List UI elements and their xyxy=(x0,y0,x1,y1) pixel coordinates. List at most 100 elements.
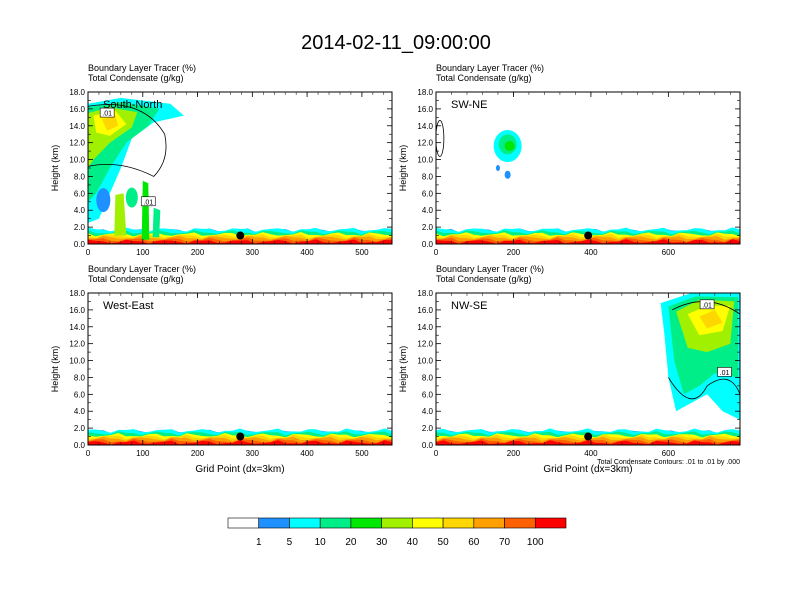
x-tick-label: 200 xyxy=(191,449,205,458)
y-tick-label: 8.0 xyxy=(74,172,86,181)
colorbar-label: 60 xyxy=(468,537,480,548)
tracer-region xyxy=(114,193,127,236)
x-axis-label: Grid Point (dx=3km) xyxy=(543,464,632,475)
figure-title: 2014-02-11_09:00:00 xyxy=(301,32,491,54)
y-tick-label: 12.0 xyxy=(417,340,433,349)
colorbar-box xyxy=(319,517,352,529)
y-tick-label: 2.0 xyxy=(74,424,86,433)
colorbar-box xyxy=(381,517,413,529)
colorbar-label: 50 xyxy=(438,537,450,548)
y-tick-label: 16.0 xyxy=(69,105,85,114)
heatmap-field xyxy=(436,293,740,445)
tracer-blob xyxy=(504,170,511,179)
y-tick-label: 6.0 xyxy=(422,189,434,198)
x-tick-label: 100 xyxy=(136,449,150,458)
panel-south-north: .01 .01 0.0 2.0 4.0 6.0 8.0 10.0 12.0 14.0 16.0 18.… xyxy=(50,63,393,257)
x-tick-label: 200 xyxy=(191,248,205,257)
y-tick-label: 10.0 xyxy=(69,357,85,366)
colorbar-box xyxy=(442,517,475,529)
contour-label: .01 xyxy=(702,302,712,309)
panel-title: NW-SE xyxy=(451,300,487,312)
x-tick-label: 200 xyxy=(507,449,521,458)
y-axis-label: Height (km) xyxy=(50,346,60,393)
x-tick-label: 500 xyxy=(355,449,369,458)
field-label-condensate: Total Condensate (g/kg) xyxy=(88,73,184,83)
contour-label-box xyxy=(717,367,732,377)
tracer-region xyxy=(152,207,161,238)
contour-label: .01 xyxy=(102,111,112,118)
x-tick-label: 600 xyxy=(662,248,676,257)
y-tick-label: 0.0 xyxy=(422,441,434,450)
y-tick-label: 12.0 xyxy=(69,340,85,349)
x-tick-label: 300 xyxy=(246,449,260,458)
y-tick-label: 18.0 xyxy=(417,289,433,298)
y-tick-label: 4.0 xyxy=(422,407,434,416)
location-marker xyxy=(584,432,593,441)
y-tick-label: 14.0 xyxy=(69,323,85,332)
field-label-tracer: Boundary Layer Tracer (%) xyxy=(436,264,544,274)
colorbar-label: 70 xyxy=(499,537,511,548)
location-marker xyxy=(584,231,593,240)
tracer-band xyxy=(88,239,392,244)
y-tick-label: 18.0 xyxy=(69,88,85,97)
panel-title: West-East xyxy=(103,300,154,312)
field-label-condensate: Total Condensate (g/kg) xyxy=(88,274,184,284)
y-tick-label: 2.0 xyxy=(422,424,434,433)
y-tick-label: 0.0 xyxy=(422,240,434,249)
x-tick-label: 200 xyxy=(507,248,521,257)
x-tick-label: 0 xyxy=(86,449,91,458)
x-tick-label: 300 xyxy=(246,248,260,257)
colorbar-label: 20 xyxy=(345,537,357,548)
colorbar-box xyxy=(289,517,321,529)
tracer-region xyxy=(699,309,723,329)
y-tick-label: 18.0 xyxy=(417,88,433,97)
field-label-tracer: Boundary Layer Tracer (%) xyxy=(436,63,544,73)
tracer-band xyxy=(88,440,392,445)
y-tick-label: 12.0 xyxy=(69,139,85,148)
contour-label: .01 xyxy=(143,199,153,206)
y-tick-label: 10.0 xyxy=(417,156,433,165)
tracer-blob xyxy=(504,141,515,152)
tracer-band xyxy=(436,239,740,244)
field-label-tracer: Boundary Layer Tracer (%) xyxy=(88,63,196,73)
y-tick-label: 6.0 xyxy=(74,390,86,399)
contour-label-box xyxy=(699,299,715,310)
x-tick-label: 400 xyxy=(300,449,314,458)
contour-label-box xyxy=(140,196,156,207)
y-tick-label: 12.0 xyxy=(417,139,433,148)
x-tick-label: 400 xyxy=(584,449,598,458)
y-axis-label: Height (km) xyxy=(398,346,408,393)
panel-sw-ne: 0.0 2.0 4.0 6.0 8.0 10.0 12.0 14.0 16.0 18.0 0 200 4… xyxy=(398,63,741,257)
colorbar-box xyxy=(534,517,567,529)
plot-frame xyxy=(87,292,393,446)
y-tick-label: 0.0 xyxy=(74,441,86,450)
y-tick-label: 8.0 xyxy=(422,172,434,181)
y-tick-label: 2.0 xyxy=(74,223,86,232)
colorbar-label: 40 xyxy=(407,537,419,548)
y-axis-label: Height (km) xyxy=(398,145,408,192)
y-tick-label: 4.0 xyxy=(74,206,86,215)
plot-frame xyxy=(435,91,741,245)
heatmap-field xyxy=(436,130,740,244)
y-tick-label: 4.0 xyxy=(74,407,86,416)
y-tick-label: 14.0 xyxy=(69,122,85,131)
y-tick-label: 14.0 xyxy=(417,122,433,131)
x-tick-label: 100 xyxy=(136,248,150,257)
tracer-region xyxy=(101,115,119,131)
colorbar-label: 10 xyxy=(315,537,327,548)
y-tick-label: 6.0 xyxy=(422,390,434,399)
colorbar-box xyxy=(412,517,444,529)
x-tick-label: 0 xyxy=(434,248,439,257)
colorbar-box xyxy=(350,517,382,529)
panel-title: SW-NE xyxy=(451,99,487,111)
y-axis-label: Height (km) xyxy=(50,145,60,192)
colorbar-label: 30 xyxy=(376,537,388,548)
tracer-blob xyxy=(125,187,138,208)
y-tick-label: 4.0 xyxy=(422,206,434,215)
field-label-tracer: Boundary Layer Tracer (%) xyxy=(88,264,196,274)
contour-note: Total Condensate Contours: .01 to .01 by… xyxy=(597,459,740,466)
tracer-band xyxy=(436,440,740,445)
x-tick-label: 600 xyxy=(662,449,676,458)
tracer-blob xyxy=(96,188,111,213)
